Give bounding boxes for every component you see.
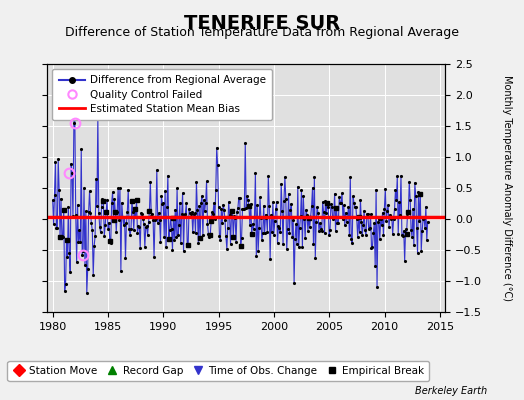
Legend: Station Move, Record Gap, Time of Obs. Change, Empirical Break: Station Move, Record Gap, Time of Obs. C… (7, 361, 429, 381)
Text: Berkeley Earth: Berkeley Earth (415, 386, 487, 396)
Y-axis label: Monthly Temperature Anomaly Difference (°C): Monthly Temperature Anomaly Difference (… (501, 75, 511, 301)
Text: TENERIFE SUR: TENERIFE SUR (184, 14, 340, 33)
Text: Difference of Station Temperature Data from Regional Average: Difference of Station Temperature Data f… (65, 26, 459, 39)
